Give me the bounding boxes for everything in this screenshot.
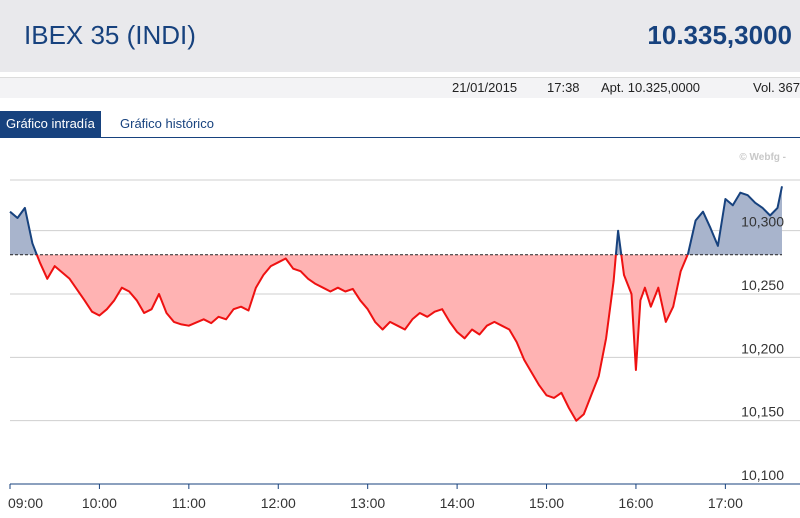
y-tick-label-1: 10,150 [741, 404, 784, 420]
y-tick-label-2: 10,200 [741, 340, 784, 356]
y-tick-label-3: 10,250 [741, 277, 784, 293]
x-tick-label-8: 17:00 [708, 495, 743, 511]
x-tick-label-0: 09:00 [8, 495, 43, 511]
line-above-4 [686, 186, 783, 256]
info-volume: Vol. 367 [753, 80, 800, 95]
x-tick-label-4: 13:00 [350, 495, 385, 511]
x-tick-label-6: 15:00 [529, 495, 564, 511]
x-tick-label-2: 11:00 [172, 495, 206, 511]
area-below-3 [621, 254, 688, 370]
x-tick-label-5: 14:00 [440, 495, 475, 511]
info-time: 17:38 [547, 80, 580, 95]
tab-historical[interactable]: Gráfico histórico [120, 116, 214, 131]
y-tick-label-4: 10,300 [741, 214, 784, 230]
x-tick-label-3: 12:00 [261, 495, 296, 511]
info-bar: 21/01/2015 17:38 Apt. 10.325,0000 Vol. 3… [0, 77, 800, 98]
area-below-1 [36, 254, 616, 421]
line-below-1 [35, 254, 617, 422]
tab-underline [0, 137, 800, 138]
page-title: IBEX 35 (INDI) [24, 20, 196, 50]
line-above-2 [614, 229, 623, 255]
info-date: 21/01/2015 [452, 80, 518, 95]
x-tick-label-7: 16:00 [618, 495, 653, 511]
x-tick-label-1: 10:00 [82, 495, 117, 511]
y-tick-label-0: 10,100 [741, 467, 784, 483]
area-above-0 [10, 207, 37, 255]
line-below-3 [620, 254, 689, 371]
info-open: Apt. 10.325,0000 [601, 80, 701, 95]
tab-intraday[interactable]: Gráfico intradía [0, 111, 101, 137]
line-above-0 [9, 206, 38, 256]
watermark: © Webfg - [739, 152, 786, 163]
last-price: 10.335,3000 [647, 20, 792, 50]
header-bar: IBEX 35 (INDI) 10.335,3000 [0, 0, 800, 72]
area-above-4 [687, 186, 782, 255]
